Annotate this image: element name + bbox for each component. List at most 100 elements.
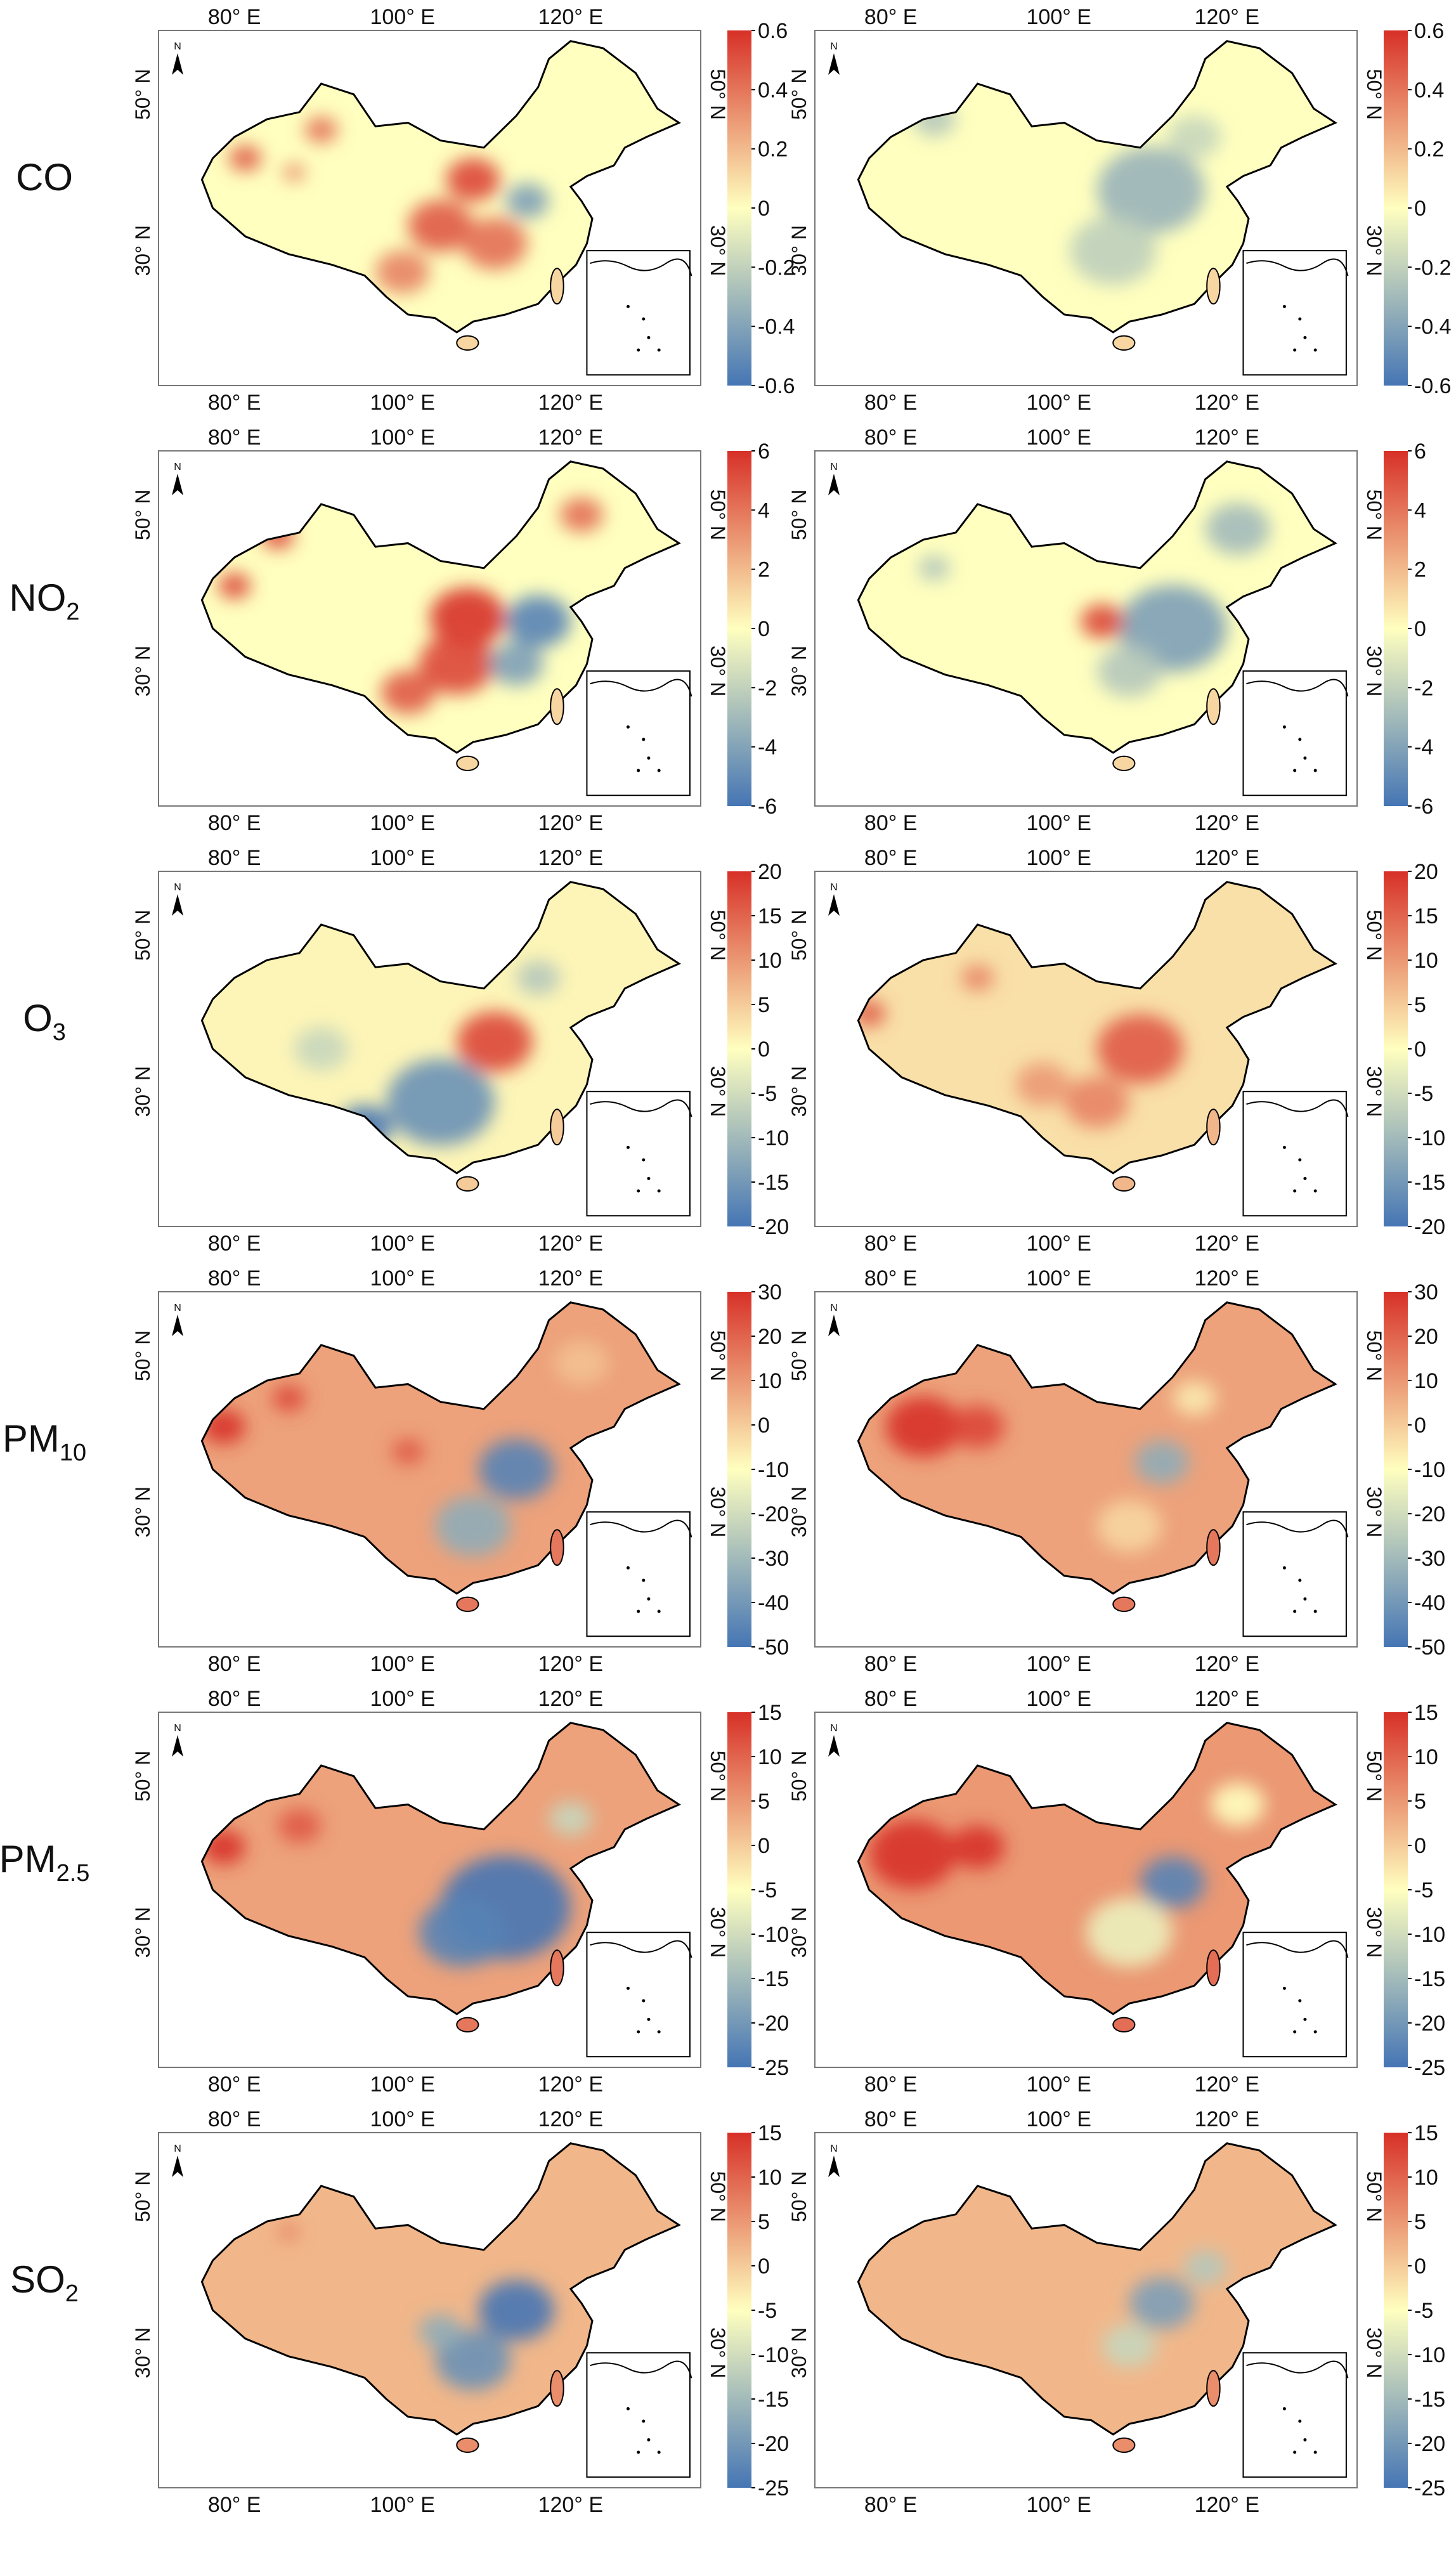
colorbar: 0.6 0.4 0.2 0 -0.2 -0.4 -0.6 (1384, 19, 1452, 398)
lon-tick-bottom: 120° E (538, 391, 603, 415)
lon-tick-top: 100° E (370, 426, 435, 450)
island (550, 268, 564, 305)
inset-frame (586, 1511, 691, 1637)
lat-tick-left: 50° N (131, 490, 154, 540)
island (456, 1176, 479, 1192)
colorbar-tick-label: 30 (758, 1280, 782, 1304)
lon-tick-bottom: 120° E (1195, 391, 1259, 415)
south-china-sea-inset (1242, 1091, 1349, 1217)
inset-island (1313, 2450, 1317, 2454)
lon-tick-top: 100° E (370, 1687, 435, 1711)
colorbar-tick-label: -10 (758, 2343, 789, 2367)
colorbar: 15 10 5 0 -5 -10 -15 -20 -25 (1384, 2121, 1445, 2500)
lat-tick-left: 50° N (131, 1330, 154, 1381)
lon-tick-bottom: 80° E (864, 1232, 918, 1256)
colorbar-tick-label: 0.4 (758, 78, 788, 102)
anomaly-spot (1086, 1897, 1173, 1967)
lon-tick-top: 120° E (1195, 1266, 1259, 1291)
colorbar-gradient (1384, 30, 1408, 386)
lon-tick-bottom: 100° E (1027, 391, 1091, 415)
map-panel: PM2.5 N 80° E 80° E 100° E 100° E 120° E 120° E… (0, 1687, 789, 2097)
inset-island (1303, 335, 1307, 339)
inset-island (657, 1609, 661, 1613)
lon-tick-top: 80° E (208, 1266, 261, 1291)
anomaly-field (202, 41, 679, 333)
lat-tick-right: 30° N (1363, 225, 1386, 276)
colorbar-tick-label: -30 (758, 1547, 789, 1571)
lon-tick-top: 80° E (208, 1687, 261, 1711)
south-china-sea-inset (1242, 670, 1349, 796)
lat-tick-right: 30° N (706, 1907, 729, 1958)
china-outline (200, 2142, 681, 2436)
colorbar-tick-label: 10 (758, 1369, 782, 1393)
island (1112, 1176, 1136, 1192)
colorbar-tick-label: -2 (1414, 676, 1433, 700)
colorbar: 15 10 5 0 -5 -10 -15 -20 -25 (727, 1701, 789, 2080)
colorbar-tick-label: -25 (1414, 2056, 1445, 2080)
colorbar-tick-label: -30 (1414, 1547, 1445, 1571)
row-label: PM2.5 (0, 1838, 89, 1887)
inset-island (1293, 769, 1297, 772)
colorbar-tick-label: -0.6 (1414, 374, 1452, 398)
colorbar-tick-label: -15 (758, 2388, 789, 2412)
lat-tick-left: 50° N (131, 2171, 154, 2222)
china-outline (200, 881, 681, 1174)
lat-tick-left: 30° N (131, 1066, 154, 1117)
lon-tick-bottom: 100° E (1027, 1232, 1091, 1256)
inset-frame (1242, 1932, 1347, 2058)
inset-coast (1246, 1519, 1349, 1538)
colorbar-tick-label: -40 (1414, 1591, 1445, 1615)
island (1112, 2437, 1136, 2454)
inset-island (647, 335, 651, 339)
inset-island (1298, 738, 1302, 741)
lat-tick-left: 30° N (131, 2327, 154, 2378)
lon-tick-top: 100° E (1027, 426, 1091, 450)
lat-tick-right: 30° N (706, 646, 729, 696)
lon-tick-bottom: 80° E (864, 2493, 918, 2517)
colorbar-tick-label: 10 (1414, 1745, 1438, 1769)
colorbar-tick-label: -20 (1414, 2432, 1445, 2456)
row-label: PM10 (3, 1417, 86, 1466)
row-label-main: SO (10, 2258, 65, 2301)
colorbar-tick-label: 5 (1414, 2210, 1426, 2234)
island (550, 688, 564, 725)
anomaly-spot (283, 164, 305, 181)
lon-tick-bottom: 100° E (370, 811, 435, 835)
colorbar-tick-label: 0.2 (1414, 138, 1444, 162)
anomaly-spot (478, 2280, 555, 2341)
lon-tick-bottom: 80° E (864, 811, 918, 835)
lat-tick-right: 50° N (706, 1330, 729, 1381)
background-field (202, 41, 679, 333)
anomaly-spot (1096, 146, 1206, 234)
inset-island (657, 1189, 661, 1193)
colorbar-tick-label: -5 (758, 1878, 777, 1902)
island (1206, 1949, 1221, 1987)
inset-coast (590, 1519, 692, 1538)
inset-island (1293, 1609, 1297, 1613)
lon-tick-top: 100° E (370, 846, 435, 870)
lat-tick-left: 30° N (788, 1066, 810, 1117)
lat-tick-left: 50° N (788, 1751, 810, 1802)
inset-island (1293, 348, 1297, 352)
lon-tick-bottom: 100° E (370, 2072, 435, 2097)
lat-tick-left: 50° N (788, 1330, 810, 1381)
inset-coast (1246, 679, 1349, 697)
inset-island (1298, 1999, 1302, 2003)
colorbar: 20 15 10 5 0 -5 -10 -15 -20 (1384, 860, 1445, 1239)
north-arrow-icon (172, 1315, 183, 1336)
colorbar-gradient (727, 30, 751, 386)
colorbar-tick-label: -2 (758, 676, 777, 700)
colorbar-tick-label: 10 (1414, 2166, 1438, 2190)
island (1206, 688, 1221, 725)
colorbar-tick-label: -25 (758, 2056, 789, 2080)
lon-tick-top: 100° E (1027, 5, 1091, 29)
map-panel: CO N 80° E 80° E 100° E 100° E 120° E 120° E 30°… (16, 5, 795, 415)
lon-tick-bottom: 120° E (538, 1652, 603, 1676)
inset-frame (1242, 1511, 1347, 1637)
colorbar: 6 4 2 0 -2 -4 -6 (727, 439, 777, 819)
inset-island (642, 1158, 646, 1162)
lon-tick-top: 100° E (1027, 2107, 1091, 2131)
inset-island (637, 769, 640, 772)
row-label-main: NO (9, 576, 66, 619)
colorbar-gradient (1384, 2133, 1408, 2488)
